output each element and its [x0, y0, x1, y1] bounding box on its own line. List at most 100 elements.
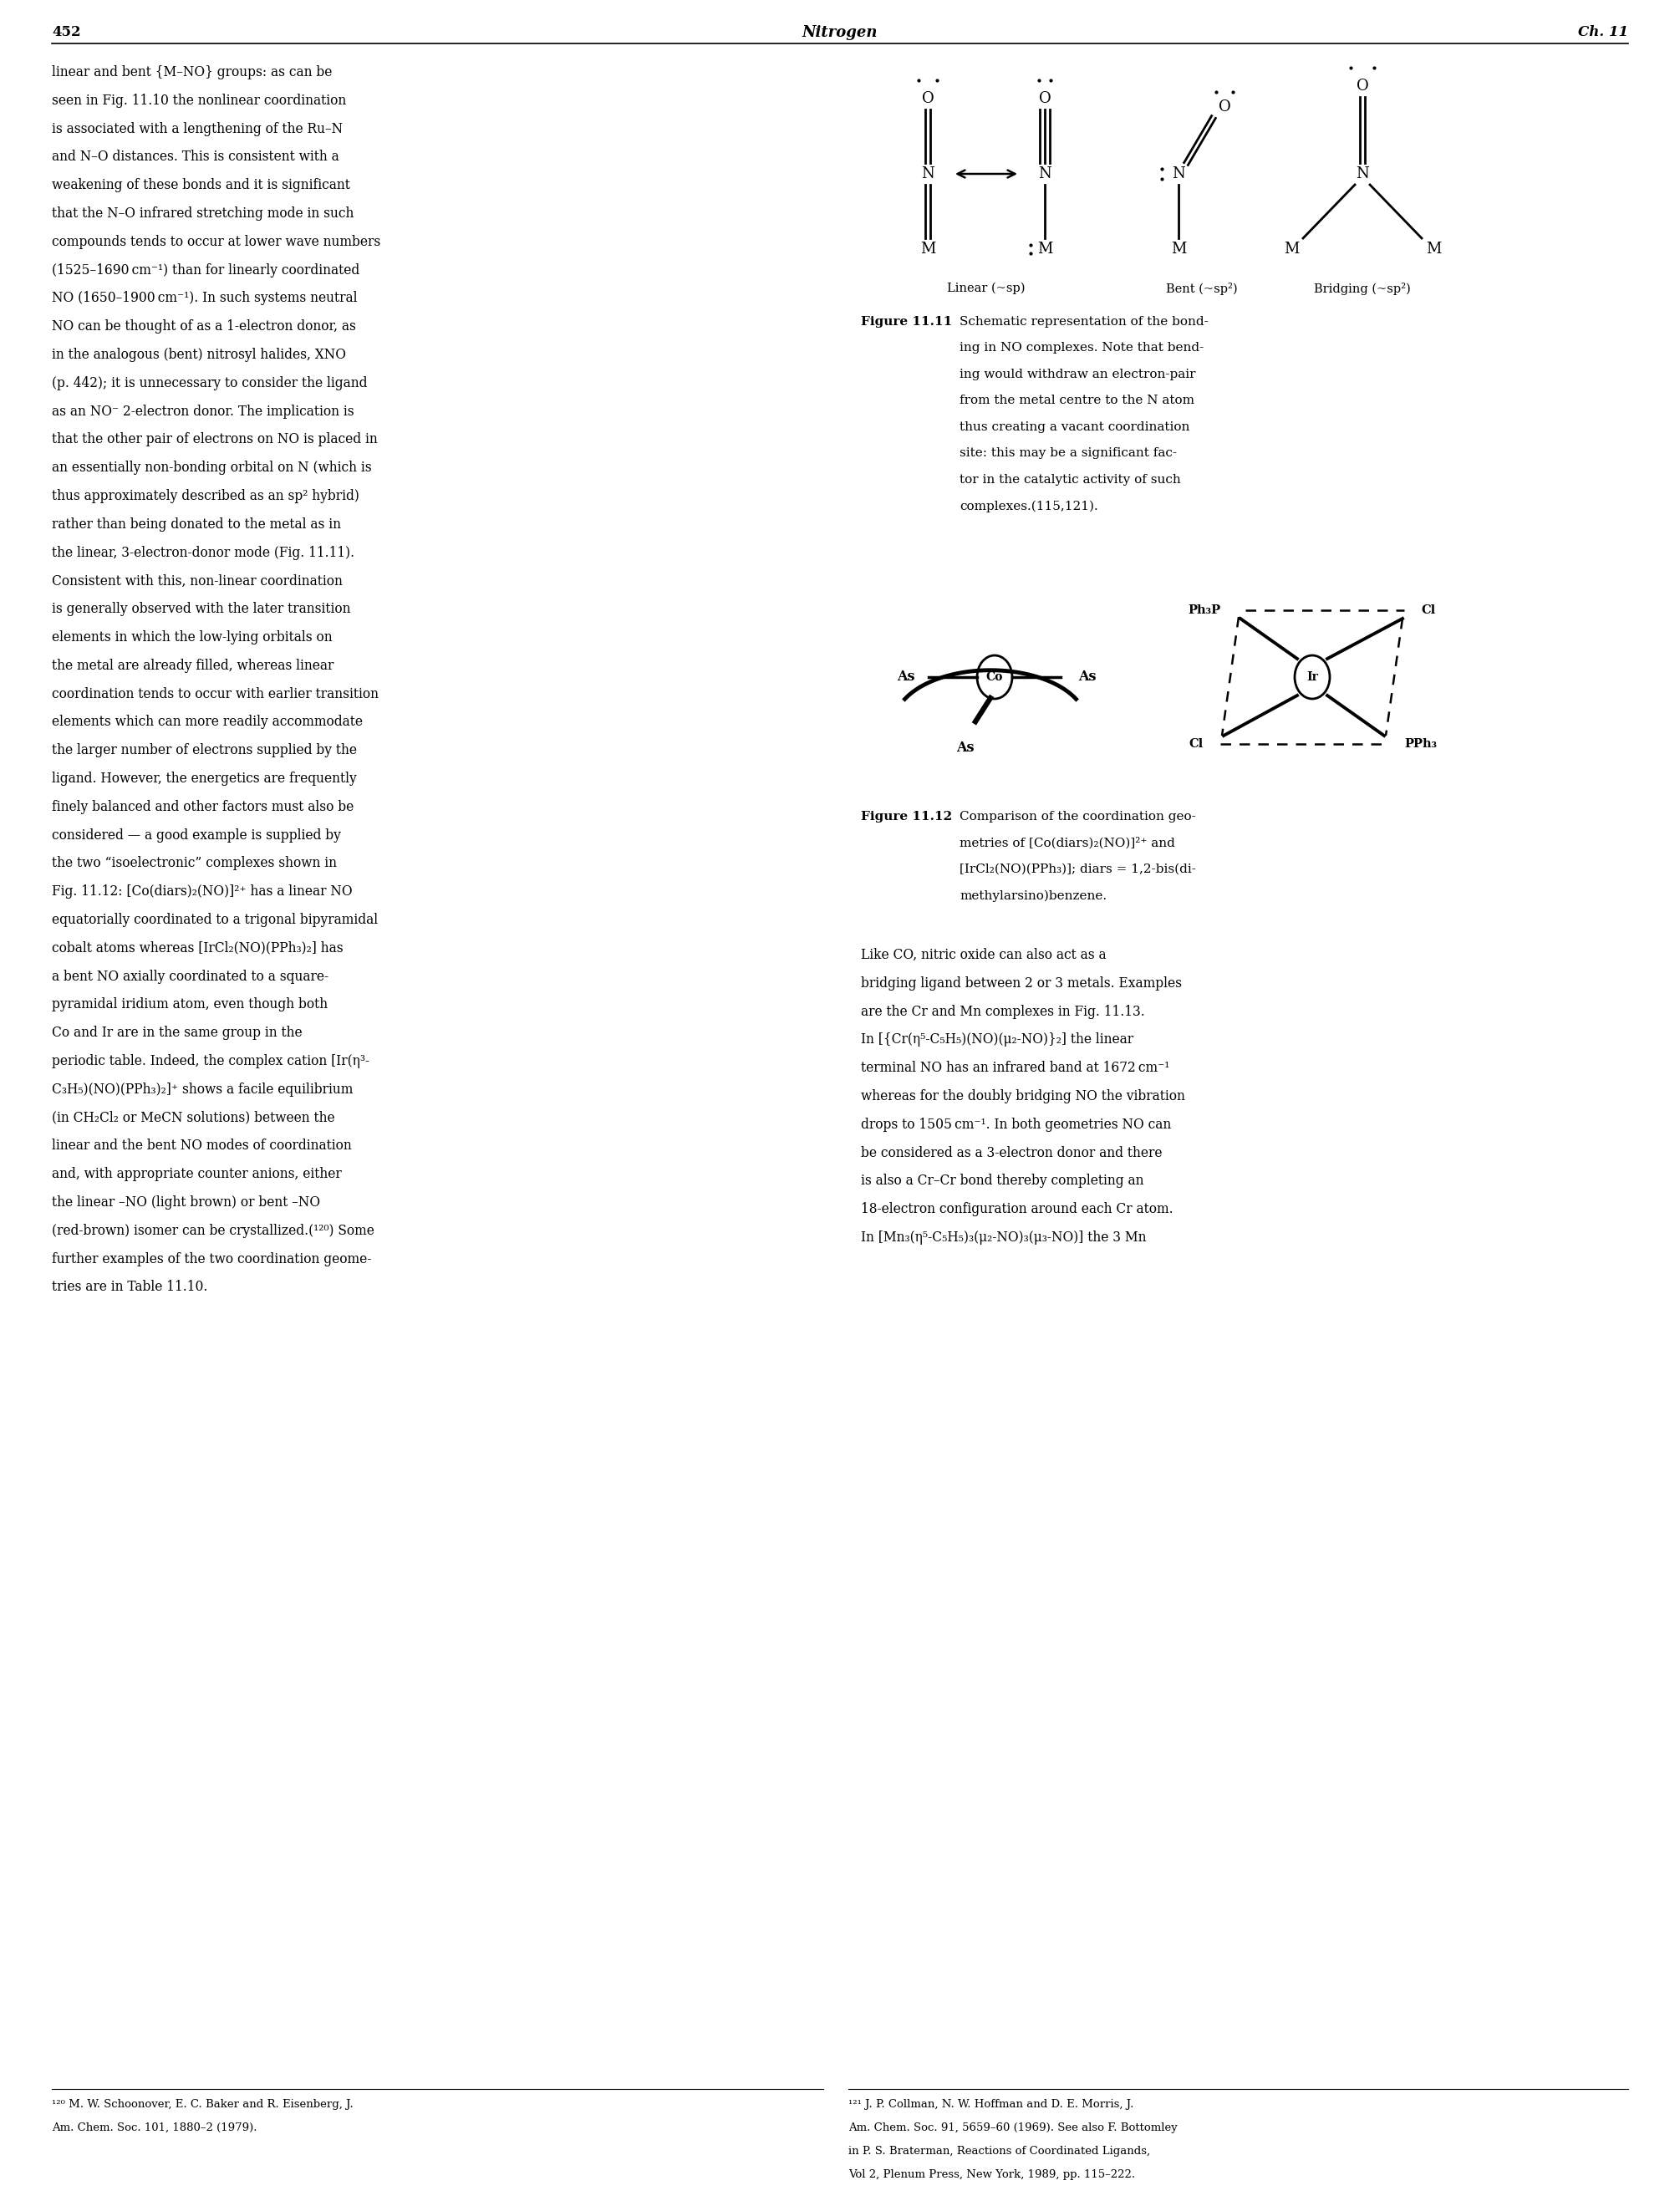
Text: (p. 442); it is unnecessary to consider the ligand: (p. 442); it is unnecessary to consider … — [52, 375, 368, 390]
Text: is also a Cr–Cr bond thereby completing an: is also a Cr–Cr bond thereby completing … — [860, 1174, 1144, 1189]
Text: rather than being donated to the metal as in: rather than being donated to the metal a… — [52, 516, 341, 532]
Text: whereas for the doubly bridging NO the vibration: whereas for the doubly bridging NO the v… — [860, 1090, 1184, 1103]
Text: cobalt atoms whereas [IrCl₂(NO)(PPh₃)₂] has: cobalt atoms whereas [IrCl₂(NO)(PPh₃)₂] … — [52, 942, 343, 955]
Text: (red-brown) isomer can be crystallized.(¹²⁰) Some: (red-brown) isomer can be crystallized.(… — [52, 1224, 375, 1238]
Text: linear and bent {M–NO} groups: as can be: linear and bent {M–NO} groups: as can be — [52, 66, 333, 79]
Text: equatorially coordinated to a trigonal bipyramidal: equatorially coordinated to a trigonal b… — [52, 913, 378, 927]
Text: in the analogous (bent) nitrosyl halides, XNO: in the analogous (bent) nitrosyl halides… — [52, 349, 346, 362]
Text: As: As — [1079, 671, 1095, 684]
Text: Comparison of the coordination geo-: Comparison of the coordination geo- — [959, 812, 1196, 823]
Text: ing would withdraw an electron-pair: ing would withdraw an electron-pair — [959, 368, 1196, 379]
Text: N: N — [921, 165, 934, 181]
Text: Co: Co — [986, 671, 1003, 684]
Text: the linear –NO (light brown) or bent –NO: the linear –NO (light brown) or bent –NO — [52, 1196, 321, 1209]
Text: Figure 11.12: Figure 11.12 — [860, 812, 953, 823]
Text: and, with appropriate counter anions, either: and, with appropriate counter anions, ei… — [52, 1167, 341, 1182]
Text: elements in which the low-lying orbitals on: elements in which the low-lying orbitals… — [52, 631, 333, 644]
Text: and N–O distances. This is consistent with a: and N–O distances. This is consistent wi… — [52, 150, 339, 163]
Text: Linear (~sp): Linear (~sp) — [948, 282, 1025, 296]
Text: In [Mn₃(η⁵-C₅H₅)₃(μ₂-NO)₃(μ₃-NO)] the 3 Mn: In [Mn₃(η⁵-C₅H₅)₃(μ₂-NO)₃(μ₃-NO)] the 3 … — [860, 1231, 1146, 1244]
Text: O: O — [922, 90, 934, 106]
Text: an essentially non-bonding orbital on N (which is: an essentially non-bonding orbital on N … — [52, 461, 371, 474]
Text: the larger number of electrons supplied by the: the larger number of electrons supplied … — [52, 743, 356, 757]
Text: Cl: Cl — [1421, 604, 1435, 615]
Text: N: N — [1173, 165, 1184, 181]
Text: 18-electron configuration around each Cr atom.: 18-electron configuration around each Cr… — [860, 1202, 1173, 1216]
Text: [IrCl₂(NO)(PPh₃)]; diars = 1,2-bis(di-: [IrCl₂(NO)(PPh₃)]; diars = 1,2-bis(di- — [959, 863, 1196, 876]
Text: the linear, 3-electron-donor mode (Fig. 11.11).: the linear, 3-electron-donor mode (Fig. … — [52, 545, 354, 560]
Text: As: As — [956, 741, 974, 754]
Text: is generally observed with the later transition: is generally observed with the later tra… — [52, 602, 351, 615]
Text: Co and Ir are in the same group in the: Co and Ir are in the same group in the — [52, 1026, 302, 1039]
Text: M: M — [921, 243, 936, 256]
Text: the two “isoelectronic” complexes shown in: the two “isoelectronic” complexes shown … — [52, 856, 336, 871]
Text: are the Cr and Mn complexes in Fig. 11.13.: are the Cr and Mn complexes in Fig. 11.1… — [860, 1004, 1144, 1019]
Text: linear and the bent NO modes of coordination: linear and the bent NO modes of coordina… — [52, 1138, 351, 1154]
Text: complexes.(115,121).: complexes.(115,121). — [959, 501, 1099, 512]
Text: seen in Fig. 11.10 the nonlinear coordination: seen in Fig. 11.10 the nonlinear coordin… — [52, 93, 346, 108]
Text: ligand. However, the energetics are frequently: ligand. However, the energetics are freq… — [52, 772, 356, 785]
Text: tor in the catalytic activity of such: tor in the catalytic activity of such — [959, 474, 1181, 485]
Text: finely balanced and other factors must also be: finely balanced and other factors must a… — [52, 801, 354, 814]
Text: Ch. 11: Ch. 11 — [1578, 24, 1628, 40]
Text: methylarsino)benzene.: methylarsino)benzene. — [959, 889, 1107, 902]
Text: bridging ligand between 2 or 3 metals. Examples: bridging ligand between 2 or 3 metals. E… — [860, 977, 1181, 990]
Text: Consistent with this, non-linear coordination: Consistent with this, non-linear coordin… — [52, 574, 343, 589]
Text: that the N–O infrared stretching mode in such: that the N–O infrared stretching mode in… — [52, 207, 354, 221]
Text: In [{Cr(η⁵-C₅H₅)(NO)(μ₂-NO)}₂] the linear: In [{Cr(η⁵-C₅H₅)(NO)(μ₂-NO)}₂] the linea… — [860, 1032, 1134, 1048]
Text: thus creating a vacant coordination: thus creating a vacant coordination — [959, 421, 1189, 432]
Text: NO (1650–1900 cm⁻¹). In such systems neutral: NO (1650–1900 cm⁻¹). In such systems neu… — [52, 291, 358, 304]
Text: drops to 1505 cm⁻¹. In both geometries NO can: drops to 1505 cm⁻¹. In both geometries N… — [860, 1118, 1171, 1132]
Text: a bent NO axially coordinated to a square-: a bent NO axially coordinated to a squar… — [52, 968, 329, 984]
Text: considered — a good example is supplied by: considered — a good example is supplied … — [52, 827, 341, 843]
Text: NO can be thought of as a 1-electron donor, as: NO can be thought of as a 1-electron don… — [52, 320, 356, 333]
Text: Am. Chem. Soc. 91, 5659–60 (1969). See also F. Bottomley: Am. Chem. Soc. 91, 5659–60 (1969). See a… — [848, 2122, 1178, 2133]
Text: As: As — [897, 671, 916, 684]
Text: Vol 2, Plenum Press, New York, 1989, pp. 115–222.: Vol 2, Plenum Press, New York, 1989, pp.… — [848, 2168, 1136, 2180]
Text: Ph₃P: Ph₃P — [1188, 604, 1220, 615]
Text: Cl: Cl — [1189, 739, 1203, 750]
Text: PPh₃: PPh₃ — [1404, 739, 1436, 750]
Text: Fig. 11.12: [Co(diars)₂(NO)]²⁺ has a linear NO: Fig. 11.12: [Co(diars)₂(NO)]²⁺ has a lin… — [52, 885, 353, 898]
Text: pyramidal iridium atom, even though both: pyramidal iridium atom, even though both — [52, 997, 328, 1013]
Text: thus approximately described as an sp² hybrid): thus approximately described as an sp² h… — [52, 490, 360, 503]
Text: Ir: Ir — [1307, 671, 1319, 684]
Text: further examples of the two coordination geome-: further examples of the two coordination… — [52, 1251, 371, 1266]
Text: site: this may be a significant fac-: site: this may be a significant fac- — [959, 448, 1176, 459]
Text: terminal NO has an infrared band at 1672 cm⁻¹: terminal NO has an infrared band at 1672… — [860, 1061, 1169, 1074]
Text: be considered as a 3-electron donor and there: be considered as a 3-electron donor and … — [860, 1145, 1163, 1160]
Text: weakening of these bonds and it is significant: weakening of these bonds and it is signi… — [52, 179, 349, 192]
Text: M: M — [1284, 243, 1299, 256]
Text: is associated with a lengthening of the Ru–N: is associated with a lengthening of the … — [52, 121, 343, 137]
Text: O: O — [1218, 99, 1231, 115]
Text: periodic table. Indeed, the complex cation [Ir(η³-: periodic table. Indeed, the complex cati… — [52, 1054, 370, 1068]
Text: Nitrogen: Nitrogen — [801, 24, 879, 40]
Text: Like CO, nitric oxide can also act as a: Like CO, nitric oxide can also act as a — [860, 949, 1107, 962]
Text: M: M — [1037, 243, 1052, 256]
Text: metries of [Co(diars)₂(NO)]²⁺ and: metries of [Co(diars)₂(NO)]²⁺ and — [959, 836, 1174, 849]
Text: compounds tends to occur at lower wave numbers: compounds tends to occur at lower wave n… — [52, 234, 380, 249]
Text: Schematic representation of the bond-: Schematic representation of the bond- — [959, 315, 1208, 329]
Text: ing in NO complexes. Note that bend-: ing in NO complexes. Note that bend- — [959, 342, 1205, 353]
Text: Figure 11.11: Figure 11.11 — [860, 315, 953, 329]
Text: Bent (~sp²): Bent (~sp²) — [1166, 282, 1238, 296]
Text: (in CH₂Cl₂ or MeCN solutions) between the: (in CH₂Cl₂ or MeCN solutions) between th… — [52, 1110, 334, 1125]
Text: coordination tends to occur with earlier transition: coordination tends to occur with earlier… — [52, 686, 378, 702]
Text: M: M — [1426, 243, 1441, 256]
Text: C₃H₅)(NO)(PPh₃)₂]⁺ shows a facile equilibrium: C₃H₅)(NO)(PPh₃)₂]⁺ shows a facile equili… — [52, 1083, 353, 1096]
Text: M: M — [1171, 243, 1186, 256]
Text: that the other pair of electrons on NO is placed in: that the other pair of electrons on NO i… — [52, 432, 378, 448]
Text: Am. Chem. Soc. 101, 1880–2 (1979).: Am. Chem. Soc. 101, 1880–2 (1979). — [52, 2122, 257, 2133]
Text: Bridging (~sp²): Bridging (~sp²) — [1314, 282, 1411, 296]
Text: the metal are already filled, whereas linear: the metal are already filled, whereas li… — [52, 660, 334, 673]
Text: tries are in Table 11.10.: tries are in Table 11.10. — [52, 1279, 208, 1295]
Text: as an NO⁻ 2-electron donor. The implication is: as an NO⁻ 2-electron donor. The implicat… — [52, 404, 354, 419]
Text: (1525–1690 cm⁻¹) than for linearly coordinated: (1525–1690 cm⁻¹) than for linearly coord… — [52, 263, 360, 278]
Text: in P. S. Braterman, Reactions of Coordinated Ligands,: in P. S. Braterman, Reactions of Coordin… — [848, 2146, 1151, 2157]
Text: ¹²⁰ M. W. Schoonover, E. C. Baker and R. Eisenberg, J.: ¹²⁰ M. W. Schoonover, E. C. Baker and R.… — [52, 2098, 353, 2109]
Text: O: O — [1356, 79, 1369, 93]
Text: N: N — [1038, 165, 1052, 181]
Text: ¹²¹ J. P. Collman, N. W. Hoffman and D. E. Morris, J.: ¹²¹ J. P. Collman, N. W. Hoffman and D. … — [848, 2098, 1134, 2109]
Text: O: O — [1038, 90, 1052, 106]
Text: elements which can more readily accommodate: elements which can more readily accommod… — [52, 715, 363, 730]
